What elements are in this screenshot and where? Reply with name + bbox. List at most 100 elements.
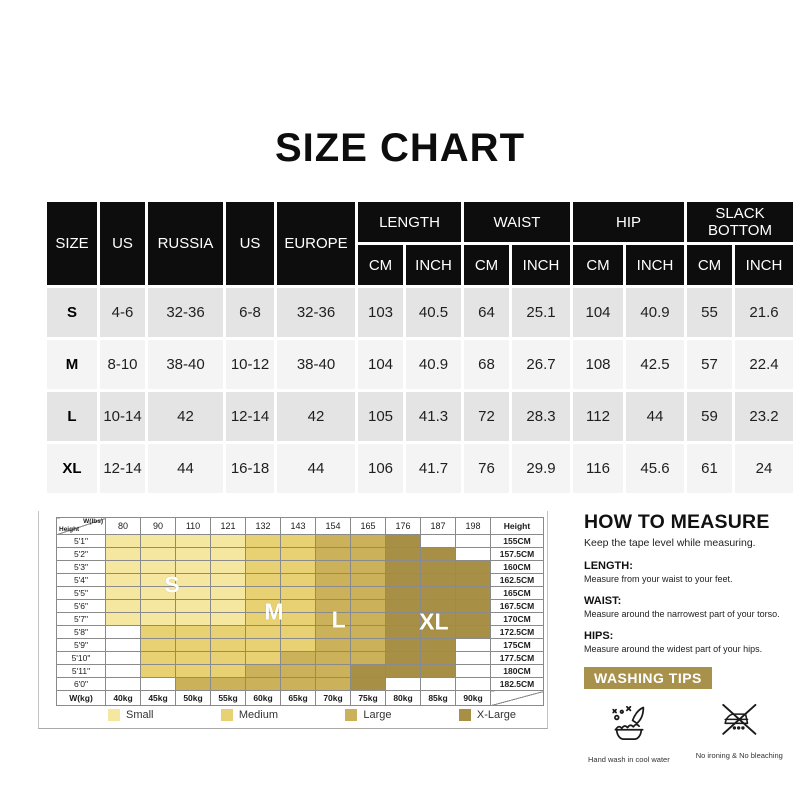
col-header-us2: US	[226, 202, 274, 285]
lbs-header: 90	[140, 517, 176, 535]
kg-footer: 45kg	[140, 690, 176, 706]
grid-cell-L	[280, 651, 316, 665]
size-value-cell: 24	[735, 444, 793, 493]
legend-swatch-XL	[458, 709, 471, 721]
size-label-cell: S	[47, 288, 97, 337]
legend-item-S: Small	[108, 709, 154, 721]
grid-cell-M	[245, 612, 281, 626]
sub-header-inch: INCH	[406, 245, 461, 285]
grid-footer-corner	[490, 690, 544, 706]
grid-cell-M	[175, 625, 211, 639]
size-value-cell: 104	[573, 288, 623, 337]
measure-length-text: Measure from your waist to your feet.	[584, 574, 733, 584]
grid-row: 5'11" 180CM	[56, 664, 544, 678]
height-col-header: Height	[490, 517, 544, 535]
kg-footer: 55kg	[210, 690, 246, 706]
hand-wash-icon	[612, 705, 645, 740]
grid-cell-L	[315, 612, 351, 626]
grid-cell-S	[210, 573, 246, 587]
height-cm-label: 172.5CM	[490, 625, 544, 639]
grid-cell-S	[175, 586, 211, 600]
size-value-cell: 104	[358, 340, 403, 389]
grid-cell-M	[140, 638, 176, 652]
grid-cell-L	[315, 651, 351, 665]
height-weight-grid: W(lbs) Height 80 90 110 121 132 143 154 165 176 187…	[56, 517, 544, 706]
size-label-cell: XL	[47, 444, 97, 493]
size-value-cell: 45.6	[626, 444, 684, 493]
grid-cell-L	[350, 612, 386, 626]
grid-cell-S	[140, 573, 176, 587]
grid-cell-M	[280, 599, 316, 613]
lbs-header: 132	[245, 517, 281, 535]
grid-cell-L	[350, 547, 386, 561]
grid-cell-M	[245, 625, 281, 639]
col-header-size: SIZE	[47, 202, 97, 285]
grid-cell-L	[350, 534, 386, 548]
grid-cell-S	[105, 612, 141, 626]
size-value-cell: 12-14	[100, 444, 145, 493]
grid-cell-XL	[455, 586, 491, 600]
grid-cell-S	[140, 547, 176, 561]
grid-cell-S	[105, 573, 141, 587]
grid-row: 5'5" 165CM	[56, 586, 544, 600]
size-value-cell: 112	[573, 392, 623, 441]
grid-cell-XL	[385, 651, 421, 665]
sub-header-cm: CM	[464, 245, 509, 285]
legend-swatch-M	[220, 709, 233, 721]
kg-footer: 90kg	[455, 690, 491, 706]
measure-panel: HOW TO MEASURE Keep the tape level while…	[584, 511, 783, 764]
lbs-header: 121	[210, 517, 246, 535]
size-value-cell: 21.6	[735, 288, 793, 337]
grid-row: 5'3" 160CM	[56, 560, 544, 574]
grid-cell-XL	[420, 612, 456, 626]
size-value-cell: 108	[573, 340, 623, 389]
grid-cell-empty	[455, 677, 491, 691]
grid-cell-XL	[385, 586, 421, 600]
size-value-cell: 44	[148, 444, 223, 493]
grid-cell-empty	[105, 664, 141, 678]
grid-cell-XL	[420, 573, 456, 587]
grid-header-row: W(lbs) Height 80 90 110 121 132 143 154 165 176 187…	[56, 517, 544, 535]
sub-header-inch: INCH	[626, 245, 684, 285]
size-value-cell: 32-36	[148, 288, 223, 337]
size-value-cell: 41.7	[406, 444, 461, 493]
grid-cell-L	[315, 599, 351, 613]
grid-row: 5'6" 167.5CM	[56, 599, 544, 613]
grid-cell-S	[140, 534, 176, 548]
size-value-cell: 57	[687, 340, 732, 389]
lbs-header: 187	[420, 517, 456, 535]
grid-cell-S	[105, 547, 141, 561]
grid-footer-row: W(kg) 40kg 45kg 50kg 55kg 60kg 65kg 70kg 75kg 80k…	[56, 690, 544, 706]
measure-waist-label: WAIST:	[584, 595, 622, 607]
grid-cell-XL	[385, 664, 421, 678]
grid-cell-empty	[455, 638, 491, 652]
size-value-cell: 42	[277, 392, 355, 441]
col-header-europe: EUROPE	[277, 202, 355, 285]
grid-cell-empty	[105, 677, 141, 691]
kg-footer: 70kg	[315, 690, 351, 706]
grid-cell-L	[315, 573, 351, 587]
kg-footer: 60kg	[245, 690, 281, 706]
grid-cell-S	[175, 612, 211, 626]
grid-cell-L	[315, 625, 351, 639]
grid-cell-XL	[420, 651, 456, 665]
grid-cell-M	[245, 638, 281, 652]
grid-cell-M	[280, 547, 316, 561]
grid-cell-empty	[420, 534, 456, 548]
grid-cell-XL	[385, 612, 421, 626]
grid-cell-M	[210, 638, 246, 652]
grid-cell-M	[245, 651, 281, 665]
grid-cell-empty	[420, 677, 456, 691]
grid-cell-L	[315, 534, 351, 548]
sub-header-cm: CM	[687, 245, 732, 285]
height-cm-label: 175CM	[490, 638, 544, 652]
grid-cell-S	[175, 599, 211, 613]
grid-cell-L	[350, 599, 386, 613]
measure-title: HOW TO MEASURE	[584, 511, 770, 533]
height-cm-label: 162.5CM	[490, 573, 544, 587]
grid-cell-XL	[455, 573, 491, 587]
grid-cell-M	[210, 625, 246, 639]
grid-cell-XL	[455, 599, 491, 613]
size-value-cell: 16-18	[226, 444, 274, 493]
grid-cell-empty	[105, 625, 141, 639]
